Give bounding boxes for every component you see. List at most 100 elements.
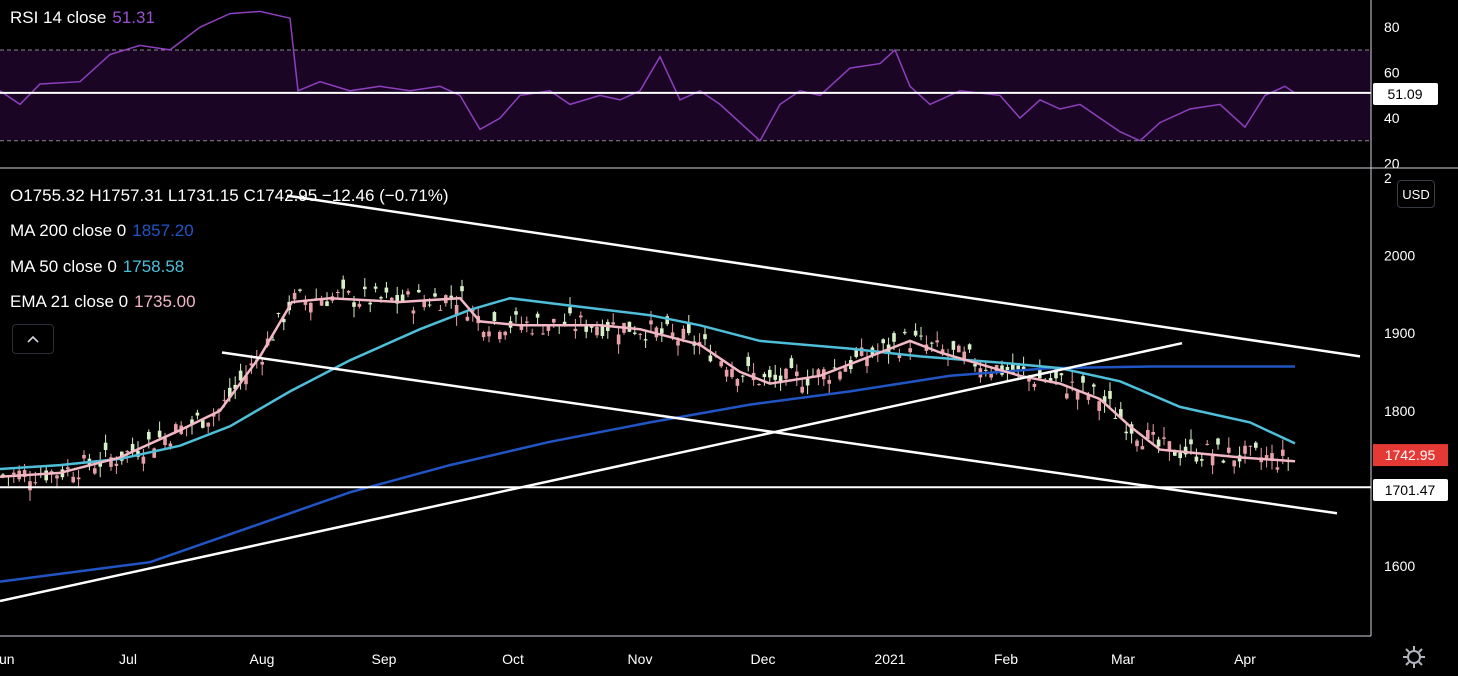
candle-body [76,477,81,480]
candle-body [1210,455,1215,466]
candle-body [481,331,486,338]
candle-body [703,334,707,340]
candle-body [1032,383,1037,387]
candle-body [1194,456,1199,462]
candle-body [1070,381,1074,383]
price-tick-label: 1600 [1384,558,1415,574]
candle-body [800,386,804,393]
price-axis: 220001900180017001600 [1384,170,1415,574]
candle-body [82,454,86,459]
candle-body [195,412,200,416]
candle-body [935,340,939,343]
trendline-3[interactable] [0,341,1183,603]
time-tick-label: Apr [1234,651,1256,667]
gear-icon[interactable] [1401,644,1427,670]
candle-body [552,318,556,323]
ma200-legend[interactable]: MA 200 close 0 1857.20 [10,221,194,241]
candle-body [827,379,831,384]
price-tick-label: 2000 [1384,247,1415,263]
candle-body [244,375,248,385]
candle-body [643,339,648,341]
candle-body [940,349,945,355]
rsi-legend[interactable]: RSI 14 close 51.31 [10,8,155,28]
ma50-label: MA 50 close 0 [10,257,117,276]
candle-body [260,361,264,365]
currency-button[interactable]: USD [1397,180,1435,208]
candle-body [1275,467,1280,470]
rsi-level-badge [1373,83,1438,105]
candle-body [33,482,38,484]
candle-body [859,347,864,356]
candle-body [1140,446,1145,450]
candle-body [541,333,545,335]
candle-body [854,349,858,357]
candle-body [984,369,988,371]
candle-body [309,302,313,313]
rsi-label: RSI 14 close [10,8,107,27]
candle-body [411,310,416,314]
candle-body [897,354,902,359]
candle-body [460,286,464,292]
time-tick-label: Sep [372,651,397,667]
candle-body [341,279,345,289]
candle-body [1200,459,1204,461]
candle-body [174,424,178,432]
ema21-value: 1735.00 [134,292,196,311]
candle-body [1183,446,1188,455]
candle-body [44,470,48,481]
ema21-label: EMA 21 close 0 [10,292,129,311]
candle-body [1113,417,1118,419]
ma50-line [0,296,1296,471]
candle-body [319,300,324,306]
candle-body [1248,445,1253,447]
candle-body [762,373,767,378]
candle-body [12,472,16,475]
candle-body [757,384,761,386]
candle-body [298,289,302,291]
candle-body [535,313,540,318]
candle-body [514,311,518,315]
candle-body [649,320,653,325]
collapse-legend-button[interactable] [12,324,54,354]
candle-body [1254,442,1258,448]
ma50-legend[interactable]: MA 50 close 0 1758.58 [10,257,184,277]
ohlc-text: O1755.32 H1757.31 L1731.15 C1742.95 −12.… [10,186,449,205]
candle-body [1151,431,1155,435]
candle-body [1097,401,1101,411]
candle-body [422,300,426,308]
candle-body [346,290,351,293]
trendlines[interactable] [0,194,1371,603]
candle-body [1178,452,1182,459]
candle-body [1,474,5,476]
candle-body [28,481,32,491]
trendline-1[interactable] [286,194,1361,358]
candle-body [438,309,443,311]
candle-body [1054,369,1058,379]
candle-body [303,299,308,305]
candle-body [368,302,372,305]
candle-body [66,467,70,470]
ema21-legend[interactable]: EMA 21 close 0 1735.00 [10,292,196,312]
candle-body [22,470,27,477]
candle-body [417,290,421,293]
candle-body [222,399,227,401]
candle-body [746,356,750,367]
candle-body [282,318,286,323]
rsi-line [0,10,1296,142]
candle-body [908,348,912,353]
last-price-badge [1373,444,1448,467]
candle-body [805,378,810,386]
candle-body [616,334,621,345]
candle-body [1205,443,1209,445]
rsi-tick-label: 60 [1384,65,1400,81]
candle-body [1102,396,1107,403]
candle-body [1281,449,1285,456]
time-tick-label: Nov [628,651,653,667]
price-tick-label: 1900 [1384,325,1415,341]
candle-body [157,430,162,438]
candle-body [719,361,723,367]
candle-body [562,321,567,326]
candle-body [336,292,340,294]
candle-body [633,332,637,334]
